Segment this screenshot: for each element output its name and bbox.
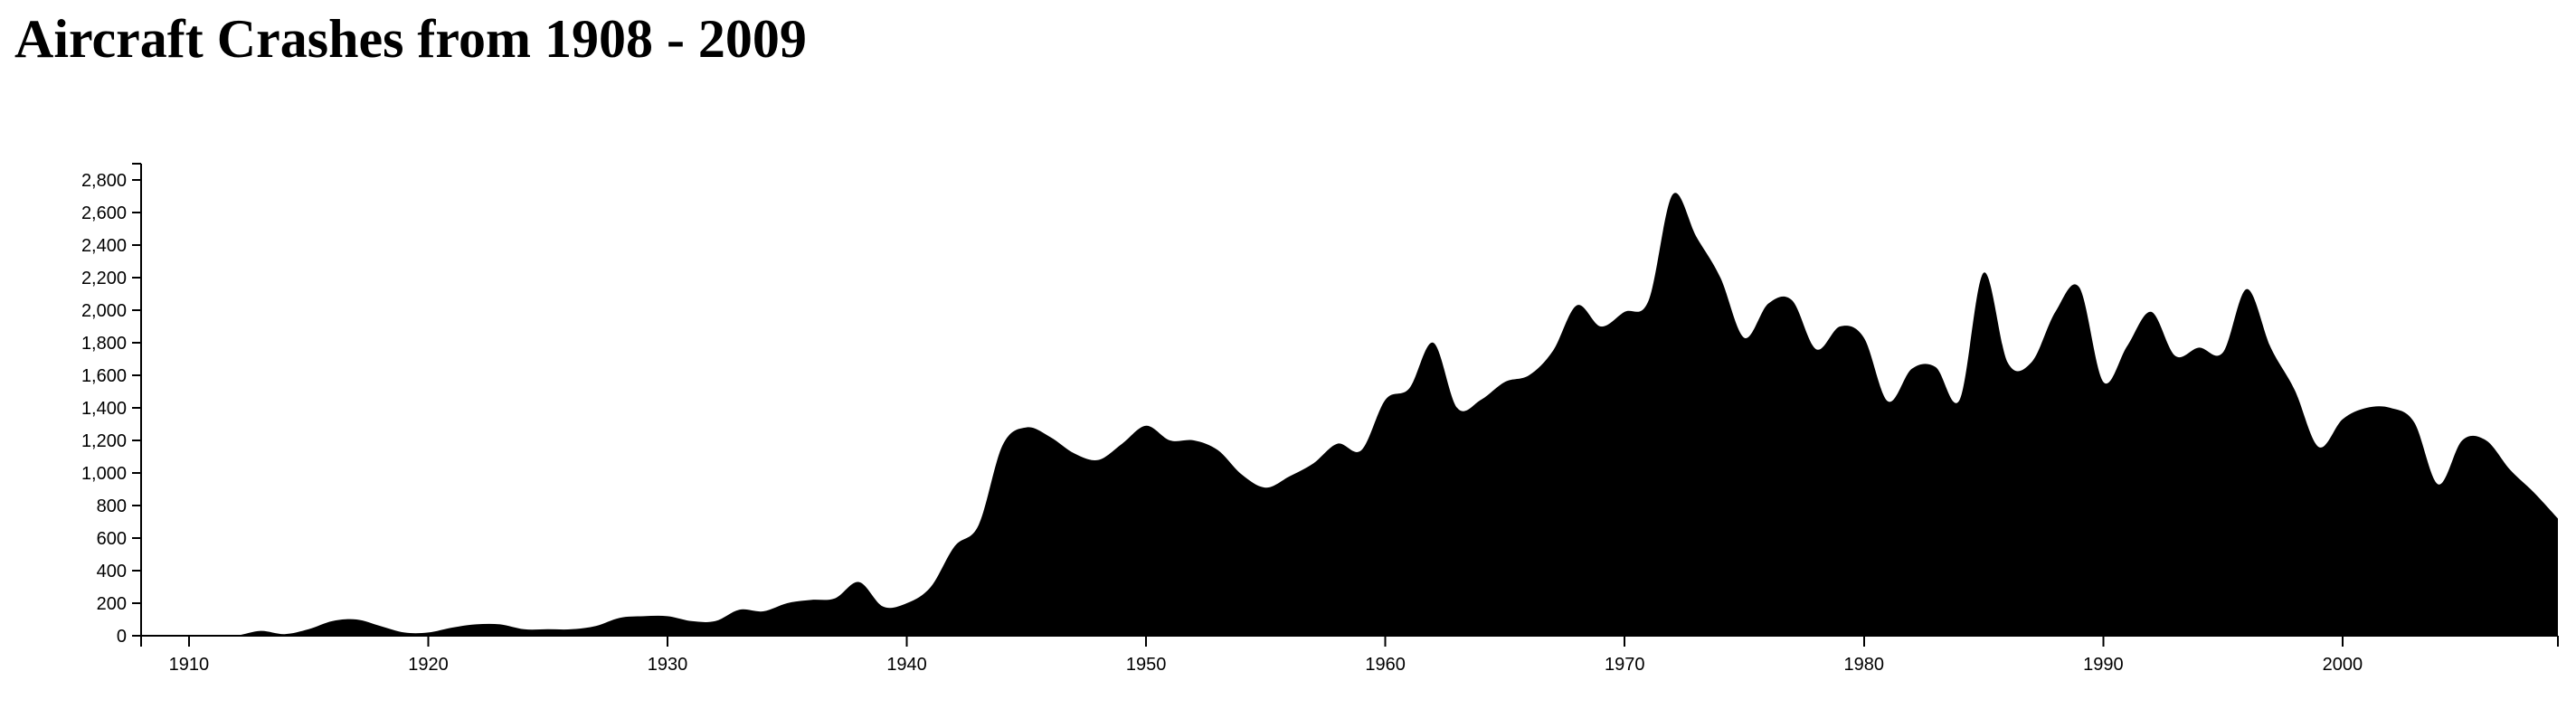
x-tick-label: 1990 [2083, 655, 2124, 675]
y-tick-label: 1,200 [81, 431, 127, 451]
y-tick-label: 400 [97, 562, 127, 581]
x-tick-label: 1920 [408, 655, 449, 675]
area-series [141, 193, 2558, 636]
y-axis: 0 200 400 600 800 1,000 1,200 1,400 1,600 1,800 2,… [81, 163, 142, 647]
y-tick-label: 2,400 [81, 236, 127, 256]
x-tick-label: 1940 [886, 655, 927, 675]
x-tick-label: 1980 [1844, 655, 1885, 675]
x-tick-label: 2000 [2323, 655, 2363, 675]
y-tick-label: 600 [97, 529, 127, 549]
y-tick-label: 2,200 [81, 269, 127, 288]
chart-title: Aircraft Crashes from 1908 - 2009 [14, 9, 807, 69]
x-tick-label: 1930 [648, 655, 688, 675]
y-tick-label: 2,600 [81, 203, 127, 223]
y-tick-label: 1,000 [81, 464, 127, 484]
y-tick-label: 2,000 [81, 301, 127, 321]
x-axis: 1910 1920 1930 1940 1950 1960 1970 1980 1990 2000 [140, 635, 2559, 675]
area-series-layer [141, 193, 2558, 636]
y-tick-label: 200 [97, 594, 127, 614]
x-tick-label: 1960 [1365, 655, 1406, 675]
y-tick-label: 800 [97, 496, 127, 516]
x-tick-label: 1910 [169, 655, 210, 675]
x-tick-label: 1950 [1126, 655, 1167, 675]
y-tick-label: 1,400 [81, 399, 127, 419]
y-tick-label: 0 [117, 627, 127, 647]
y-tick-label: 1,800 [81, 334, 127, 354]
x-tick-label: 1970 [1605, 655, 1645, 675]
y-tick-label: 2,800 [81, 171, 127, 191]
y-tick-label: 1,600 [81, 366, 127, 386]
